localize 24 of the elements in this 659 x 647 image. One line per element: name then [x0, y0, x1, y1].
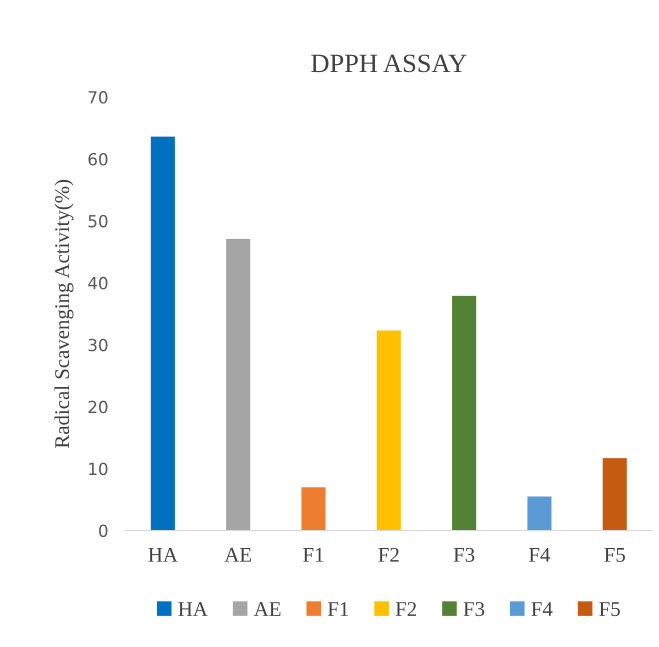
- legend-label: F5: [599, 602, 620, 616]
- legend-label: F3: [464, 602, 484, 616]
- y-tick-label: 30: [88, 338, 108, 352]
- y-tick-label: 20: [88, 400, 108, 414]
- legend-label: F1: [328, 602, 348, 616]
- legend-label: F2: [396, 602, 416, 616]
- y-tick-label: 10: [89, 462, 108, 476]
- x-tick-label: HA: [148, 548, 178, 562]
- legend-label: HA: [178, 602, 208, 616]
- y-tick-label: 40: [88, 276, 108, 290]
- legend-label: F4: [531, 602, 553, 616]
- y-tick-label: 70: [88, 91, 108, 104]
- x-tick-label: F2: [378, 548, 399, 562]
- x-tick-label: F1: [303, 548, 324, 562]
- y-tick-label: 60: [88, 152, 108, 166]
- x-tick-label: F3: [454, 548, 474, 562]
- x-tick-label: F4: [529, 548, 550, 562]
- chart-title: DPPH ASSAY: [311, 54, 467, 72]
- y-tick-label: 50: [88, 214, 108, 228]
- x-tick-label: F5: [604, 548, 625, 562]
- y-axis-title: Radical Scavenging Activity(%): [54, 180, 74, 448]
- legend-label: AE: [254, 602, 280, 616]
- x-tick-label: AE: [224, 548, 252, 562]
- y-tick-label: 0: [99, 524, 108, 538]
